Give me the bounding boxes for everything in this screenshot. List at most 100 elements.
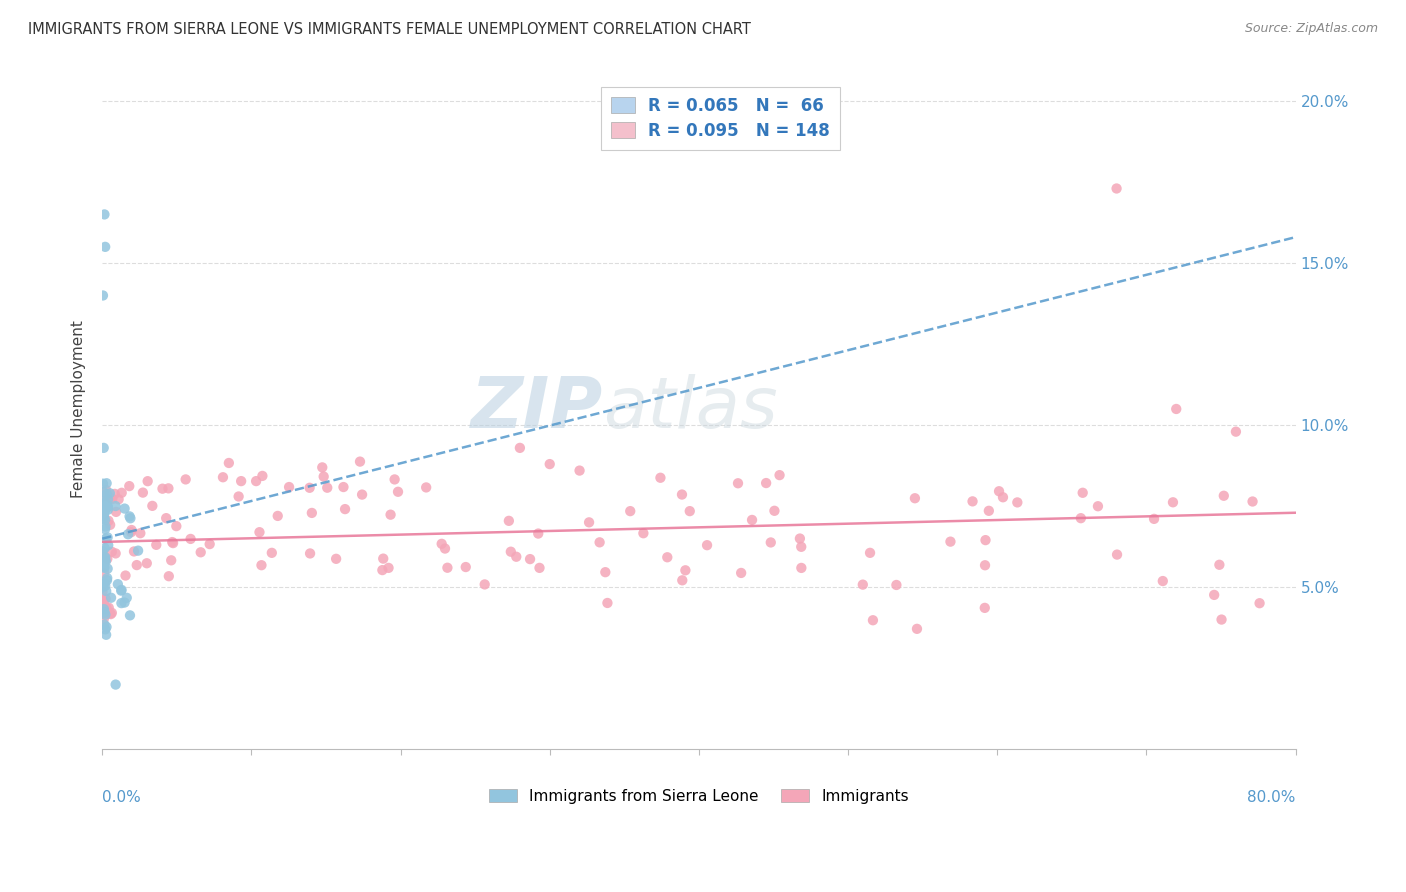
Point	[127, 543, 149, 558]
Point	[100, 591, 122, 605]
Point	[657, 550, 679, 565]
Point	[160, 535, 183, 549]
Point	[231, 474, 253, 488]
Point	[588, 535, 610, 549]
Point	[988, 484, 1011, 499]
Point	[98, 486, 121, 500]
Point	[91, 544, 114, 558]
Point	[97, 530, 120, 544]
Point	[120, 525, 142, 540]
Point	[174, 472, 197, 486]
Point	[110, 583, 132, 598]
Point	[862, 613, 884, 627]
Point	[94, 554, 117, 568]
Point	[157, 569, 180, 583]
Point	[93, 599, 115, 613]
Point	[212, 470, 235, 484]
Point	[111, 485, 134, 500]
Point	[527, 526, 550, 541]
Point	[93, 541, 115, 556]
Point	[673, 563, 696, 577]
Point	[301, 506, 323, 520]
Point	[94, 513, 117, 527]
Point	[352, 487, 374, 501]
Point	[371, 563, 394, 577]
Point	[101, 606, 124, 620]
Point	[93, 506, 115, 520]
Point	[94, 532, 117, 546]
Point	[595, 565, 617, 579]
Point	[384, 472, 406, 486]
Point	[118, 479, 141, 493]
Point	[93, 605, 115, 619]
Point	[101, 545, 124, 559]
Y-axis label: Female Unemployment: Female Unemployment	[72, 320, 86, 498]
Point	[94, 503, 117, 517]
Point	[1071, 485, 1094, 500]
Point	[298, 481, 321, 495]
Point	[430, 537, 453, 551]
Point	[763, 504, 786, 518]
Point	[519, 552, 541, 566]
Text: 80.0%: 80.0%	[1247, 790, 1295, 805]
Point	[977, 504, 1000, 518]
Point	[790, 561, 813, 575]
Point	[380, 508, 402, 522]
Point	[118, 509, 141, 524]
Point	[1105, 181, 1128, 195]
Point	[97, 562, 120, 576]
Point	[91, 607, 114, 621]
Point	[120, 511, 142, 525]
Point	[228, 490, 250, 504]
Point	[349, 454, 371, 468]
Point	[96, 476, 118, 491]
Point	[93, 602, 115, 616]
Point	[104, 546, 127, 560]
Point	[578, 516, 600, 530]
Point	[633, 526, 655, 541]
Point	[1161, 495, 1184, 509]
Point	[679, 504, 702, 518]
Point	[136, 474, 159, 488]
Point	[91, 554, 114, 568]
Point	[93, 617, 115, 632]
Text: 0.0%: 0.0%	[103, 790, 141, 805]
Point	[94, 628, 117, 642]
Point	[962, 494, 984, 508]
Point	[198, 537, 221, 551]
Point	[619, 504, 641, 518]
Point	[93, 511, 115, 525]
Point	[768, 468, 790, 483]
Point	[325, 551, 347, 566]
Point	[260, 546, 283, 560]
Point	[93, 441, 115, 455]
Point	[1007, 495, 1029, 509]
Point	[100, 607, 122, 621]
Point	[94, 519, 117, 533]
Point	[886, 578, 908, 592]
Point	[1212, 489, 1234, 503]
Point	[117, 527, 139, 541]
Point	[474, 577, 496, 591]
Point	[671, 574, 693, 588]
Point	[905, 622, 928, 636]
Point	[96, 571, 118, 585]
Point	[1087, 500, 1109, 514]
Point	[96, 620, 118, 634]
Point	[93, 576, 115, 591]
Point	[141, 499, 163, 513]
Point	[505, 549, 527, 564]
Point	[93, 556, 115, 570]
Point	[91, 585, 114, 599]
Point	[110, 596, 132, 610]
Point	[155, 511, 177, 525]
Point	[974, 558, 997, 573]
Text: IMMIGRANTS FROM SIERRA LEONE VS IMMIGRANTS FEMALE UNEMPLOYMENT CORRELATION CHART: IMMIGRANTS FROM SIERRA LEONE VS IMMIGRAN…	[28, 22, 751, 37]
Point	[97, 538, 120, 552]
Point	[94, 623, 117, 637]
Point	[125, 558, 148, 573]
Point	[299, 546, 322, 560]
Text: atlas: atlas	[603, 375, 778, 443]
Point	[97, 503, 120, 517]
Point	[122, 544, 145, 558]
